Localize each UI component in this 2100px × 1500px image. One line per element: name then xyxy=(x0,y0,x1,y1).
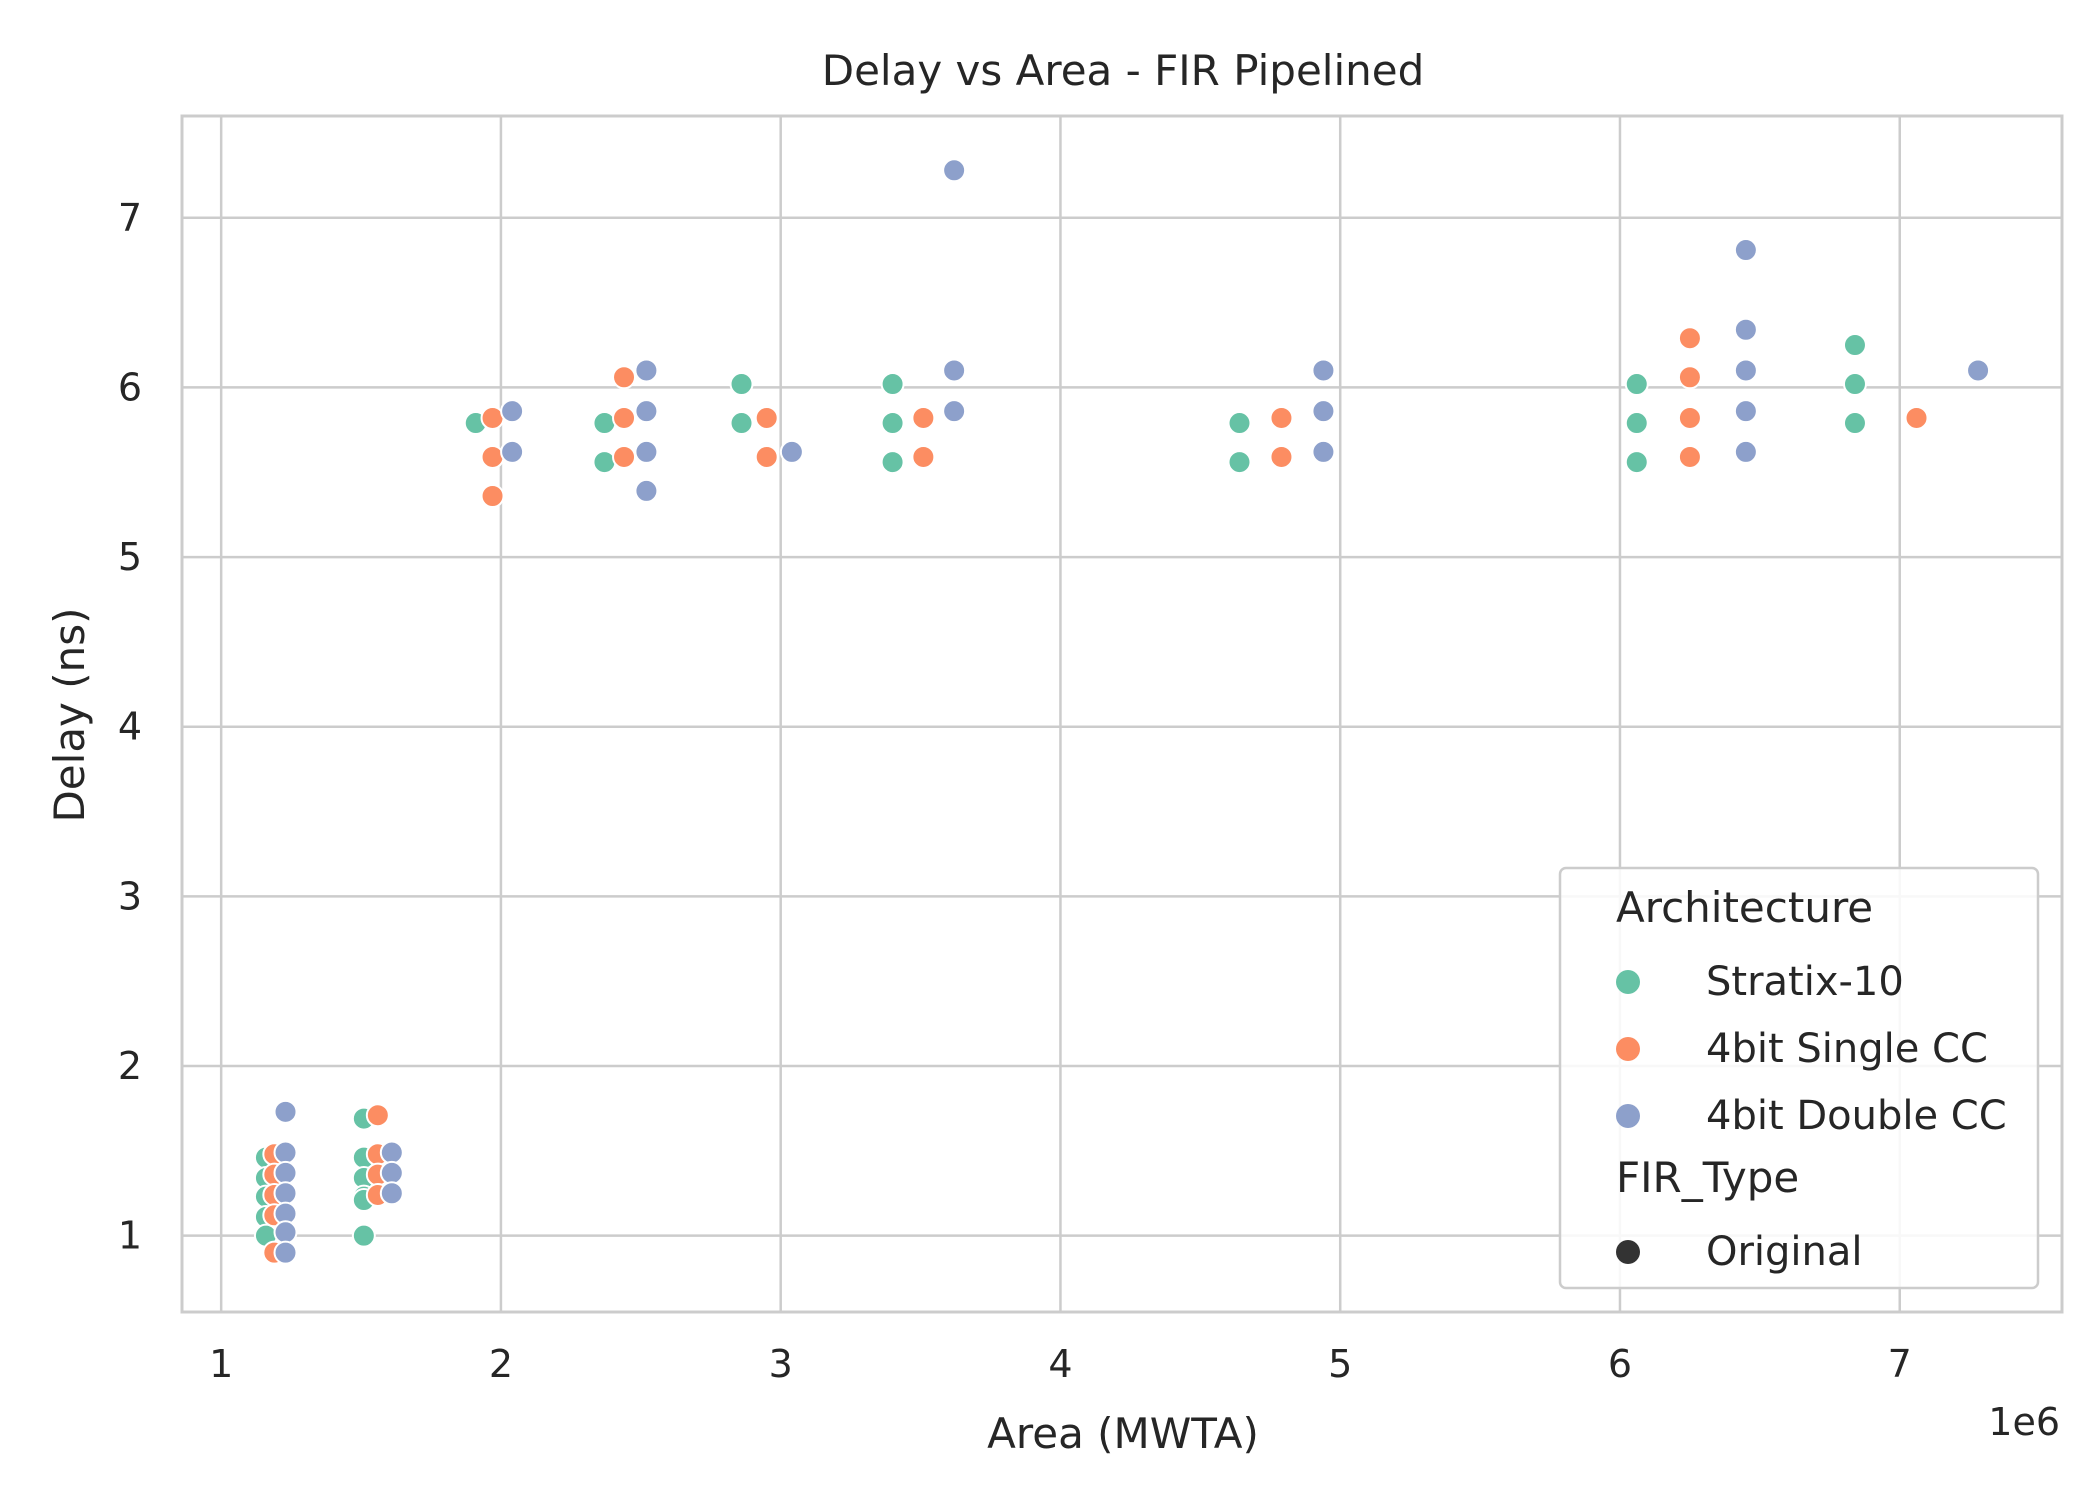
data-point-4bit-single-cc xyxy=(1677,405,1702,430)
data-point-stratix-10 xyxy=(1227,411,1252,436)
data-point-stratix-10 xyxy=(1624,411,1649,436)
data-point-stratix-10 xyxy=(1842,333,1867,358)
x-tick-label: 5 xyxy=(1328,1342,1352,1386)
y-tick-labels: 1 2 3 4 5 6 7 xyxy=(118,196,142,1258)
data-point-stratix-10 xyxy=(351,1223,376,1248)
legend-marker-4bit-double-cc xyxy=(1616,1104,1640,1128)
data-point-stratix-10 xyxy=(592,411,617,436)
data-point-4bit-single-cc xyxy=(1677,326,1702,351)
legend-label-4bit-double-cc: 4bit Double CC xyxy=(1706,1093,2007,1139)
x-tick-label: 1 xyxy=(209,1342,233,1386)
x-tick-label: 6 xyxy=(1608,1342,1632,1386)
legend-box xyxy=(1558,866,2040,1290)
data-point-4bit-single-cc xyxy=(1677,365,1702,390)
data-point-4bit-double-cc xyxy=(1311,358,1336,383)
data-point-4bit-double-cc xyxy=(1733,238,1758,263)
data-point-stratix-10 xyxy=(880,372,905,397)
data-point-stratix-10 xyxy=(1624,372,1649,397)
data-point-4bit-double-cc xyxy=(1733,399,1758,424)
data-point-4bit-single-cc xyxy=(1269,444,1294,469)
data-points xyxy=(253,158,1991,1265)
data-point-4bit-single-cc xyxy=(754,405,779,430)
data-point-4bit-single-cc xyxy=(1269,405,1294,430)
data-point-4bit-double-cc xyxy=(379,1140,404,1165)
data-point-4bit-double-cc xyxy=(634,478,659,503)
data-point-4bit-double-cc xyxy=(379,1160,404,1185)
data-point-4bit-single-cc xyxy=(754,444,779,469)
data-point-stratix-10 xyxy=(592,450,617,475)
y-tick-label: 6 xyxy=(118,365,142,409)
data-point-4bit-double-cc xyxy=(942,399,967,424)
data-point-4bit-double-cc xyxy=(273,1160,298,1185)
legend-marker-original xyxy=(1616,1240,1640,1264)
x-tick-label: 4 xyxy=(1048,1342,1072,1386)
x-offset-text: 1e6 xyxy=(1988,1400,2060,1444)
data-point-4bit-single-cc xyxy=(911,444,936,469)
legend-label-original: Original xyxy=(1706,1229,1863,1275)
data-point-4bit-double-cc xyxy=(942,358,967,383)
data-point-4bit-double-cc xyxy=(1733,439,1758,464)
y-tick-label: 7 xyxy=(118,196,142,240)
data-point-4bit-single-cc xyxy=(1904,405,1929,430)
x-axis-label: Area (MWTA) xyxy=(987,1409,1259,1458)
data-point-4bit-double-cc xyxy=(942,158,967,183)
plot-area-frame xyxy=(180,114,2064,1314)
data-point-4bit-single-cc xyxy=(612,405,637,430)
y-tick-label: 5 xyxy=(118,535,142,579)
data-point-4bit-double-cc xyxy=(273,1181,298,1206)
y-tick-label: 3 xyxy=(118,874,142,918)
data-point-stratix-10 xyxy=(729,372,754,397)
data-point-4bit-double-cc xyxy=(500,399,525,424)
data-point-stratix-10 xyxy=(1227,450,1252,475)
data-point-4bit-double-cc xyxy=(634,439,659,464)
y-tick-label: 2 xyxy=(118,1044,142,1088)
legend-title-architecture: Architecture xyxy=(1616,883,1873,932)
chart-title: Delay vs Area - FIR Pipelined xyxy=(822,46,1425,95)
data-point-stratix-10 xyxy=(1624,450,1649,475)
data-point-4bit-double-cc xyxy=(634,358,659,383)
y-axis-label: Delay (ns) xyxy=(45,607,94,822)
x-tick-label: 7 xyxy=(1888,1342,1912,1386)
y-tick-label: 1 xyxy=(118,1214,142,1258)
data-point-4bit-double-cc xyxy=(273,1220,298,1245)
data-point-stratix-10 xyxy=(880,450,905,475)
legend-marker-stratix-10 xyxy=(1616,970,1640,994)
legend: Architecture Stratix-10 4bit Single CC 4bi… xyxy=(1558,866,2040,1290)
legend-title-fir-type: FIR_Type xyxy=(1616,1153,1799,1202)
data-point-4bit-single-cc xyxy=(365,1103,390,1128)
data-point-4bit-double-cc xyxy=(1966,358,1991,383)
grid-lines xyxy=(182,116,2062,1312)
data-point-4bit-single-cc xyxy=(480,444,505,469)
data-point-stratix-10 xyxy=(1842,411,1867,436)
data-point-4bit-single-cc xyxy=(612,444,637,469)
data-point-4bit-double-cc xyxy=(379,1181,404,1206)
data-point-stratix-10 xyxy=(880,411,905,436)
data-point-4bit-double-cc xyxy=(273,1099,298,1124)
legend-marker-4bit-single-cc xyxy=(1616,1037,1640,1061)
data-point-4bit-single-cc xyxy=(1677,444,1702,469)
legend-label-stratix-10: Stratix-10 xyxy=(1706,959,1904,1005)
x-tick-labels: 1 2 3 4 5 6 7 xyxy=(209,1342,1912,1386)
data-point-4bit-double-cc xyxy=(779,439,804,464)
x-tick-label: 2 xyxy=(489,1342,513,1386)
data-point-4bit-double-cc xyxy=(1311,439,1336,464)
data-point-4bit-double-cc xyxy=(1733,358,1758,383)
data-point-4bit-double-cc xyxy=(273,1240,298,1265)
data-point-4bit-double-cc xyxy=(1311,399,1336,424)
legend-label-4bit-single-cc: 4bit Single CC xyxy=(1706,1026,1988,1072)
data-point-4bit-double-cc xyxy=(273,1140,298,1165)
data-point-4bit-single-cc xyxy=(911,405,936,430)
data-point-4bit-double-cc xyxy=(1733,317,1758,342)
data-point-4bit-single-cc xyxy=(480,484,505,509)
data-point-stratix-10 xyxy=(1842,372,1867,397)
x-tick-label: 3 xyxy=(769,1342,793,1386)
data-point-stratix-10 xyxy=(729,411,754,436)
y-tick-label: 4 xyxy=(118,705,142,749)
data-point-4bit-single-cc xyxy=(612,365,637,390)
data-point-4bit-double-cc xyxy=(634,399,659,424)
data-point-4bit-double-cc xyxy=(500,439,525,464)
